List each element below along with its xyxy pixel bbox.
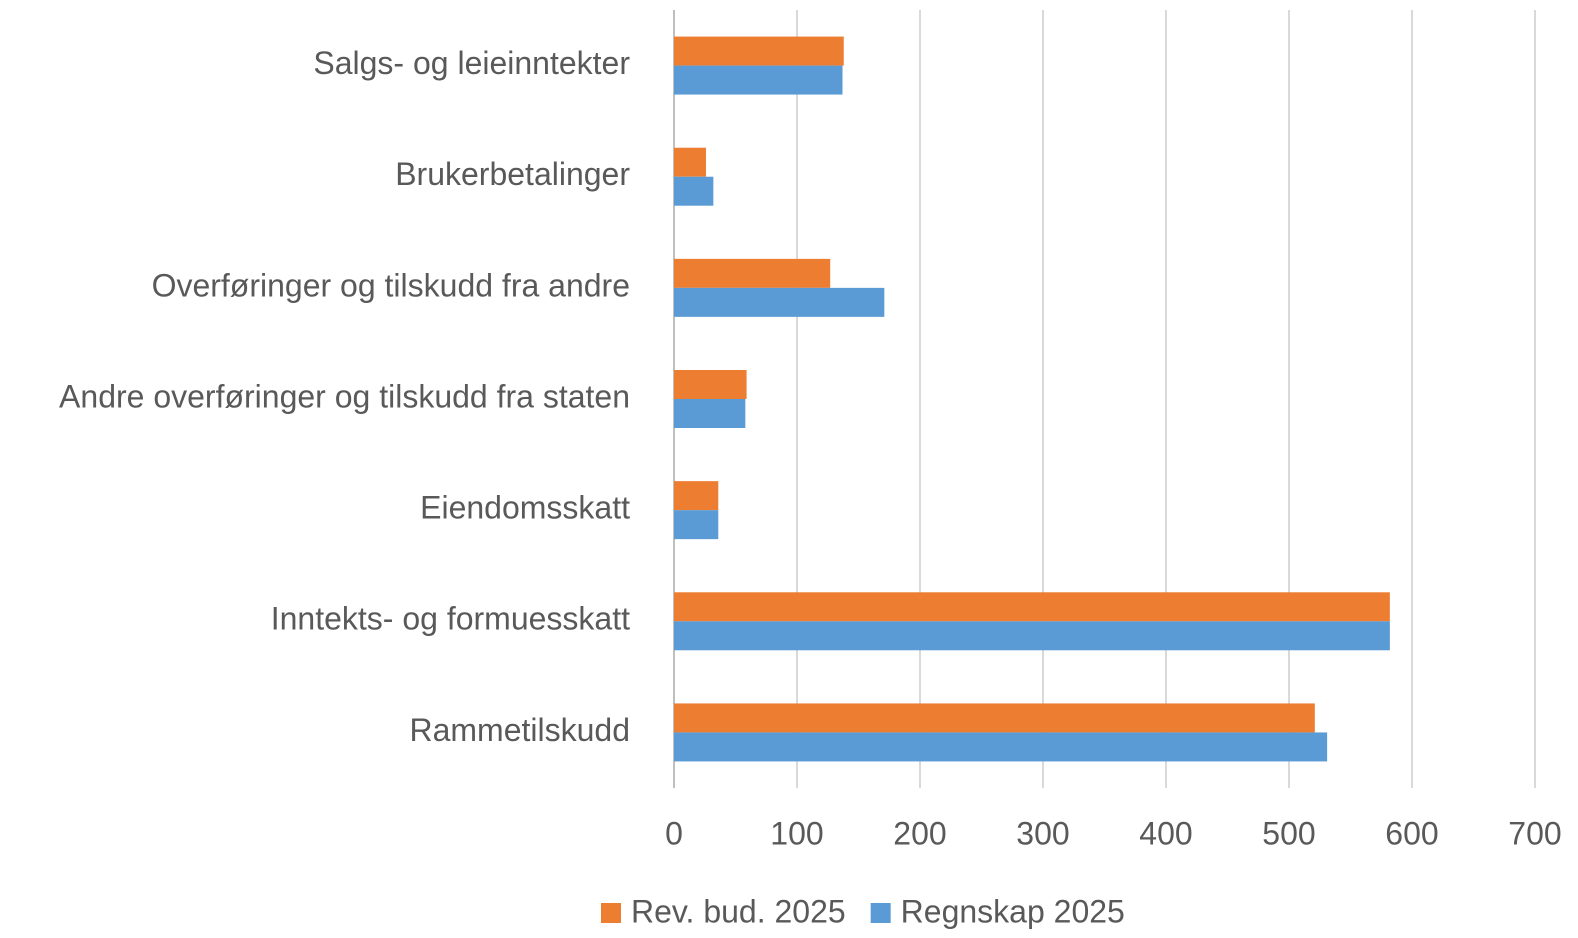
bar <box>674 65 843 95</box>
x-tick-label: 200 <box>893 815 946 851</box>
y-tick-label: Salgs- og leieinntekter <box>313 45 630 81</box>
bar <box>674 36 844 66</box>
bar <box>674 399 746 428</box>
y-tick-label: Eiendomsskatt <box>420 490 630 526</box>
x-tick-label: 300 <box>1016 815 1069 851</box>
bar <box>674 370 747 399</box>
y-tick-label: Andre overføringer og tilskudd fra state… <box>59 378 630 414</box>
legend-label: Regnskap 2025 <box>901 893 1125 929</box>
x-tick-label: 500 <box>1262 815 1315 851</box>
x-tick-label: 700 <box>1508 815 1561 851</box>
bar <box>674 287 885 317</box>
x-tick-label: 400 <box>1139 815 1192 851</box>
bar <box>674 592 1390 622</box>
bar <box>674 481 719 511</box>
bar <box>674 510 719 540</box>
legend-label: Rev. bud. 2025 <box>631 893 846 929</box>
bar <box>674 732 1328 762</box>
x-tick-label: 600 <box>1385 815 1438 851</box>
legend-swatch <box>601 903 621 923</box>
y-tick-label: Brukerbetalinger <box>395 156 630 192</box>
y-tick-label: Rammetilskudd <box>409 712 630 748</box>
bar <box>674 258 831 288</box>
y-tick-label: Overføringer og tilskudd fra andre <box>152 267 630 303</box>
y-tick-label: Inntekts- og formuesskatt <box>271 601 630 637</box>
x-tick-label: 0 <box>665 815 683 851</box>
legend-swatch <box>870 903 891 923</box>
bar <box>674 703 1315 733</box>
x-tick-label: 100 <box>770 815 823 851</box>
bar <box>674 147 706 177</box>
bar <box>674 176 714 206</box>
bar <box>674 621 1390 651</box>
